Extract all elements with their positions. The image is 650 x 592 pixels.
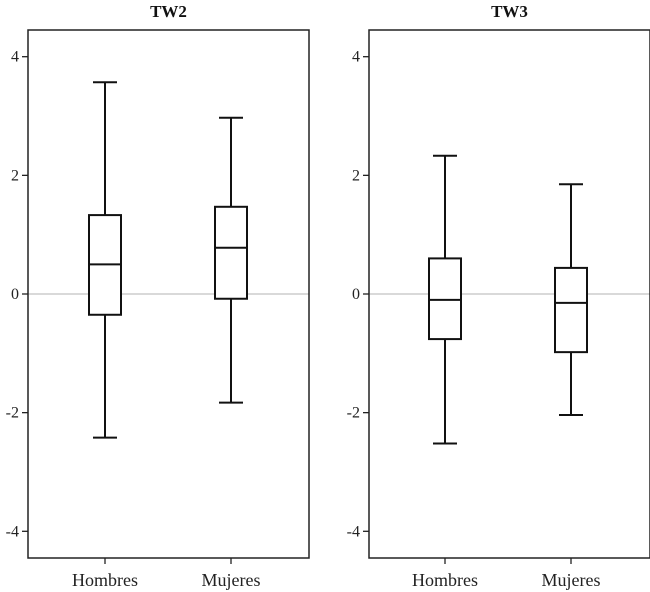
y-tick-label: 0 bbox=[352, 286, 360, 303]
panel-1: TW2 -4 -2 0 2 4 Hombres Mujeres bbox=[6, 2, 310, 590]
y-tick-label: -2 bbox=[6, 405, 19, 422]
box-mujeres bbox=[214, 116, 248, 404]
box-hombres bbox=[428, 154, 462, 445]
panel-title: TW3 bbox=[491, 2, 528, 21]
iqr-box bbox=[428, 257, 462, 341]
y-tick-label: 2 bbox=[352, 167, 360, 184]
box-mujeres bbox=[554, 183, 588, 417]
box-hombres bbox=[88, 81, 122, 439]
y-tick-label: 4 bbox=[352, 49, 360, 66]
y-tick-label: -4 bbox=[6, 523, 19, 540]
y-tick-label: 0 bbox=[11, 286, 19, 303]
iqr-box bbox=[214, 205, 248, 300]
y-tick-label: 2 bbox=[11, 167, 19, 184]
panel-title: TW2 bbox=[150, 2, 187, 21]
category-label: Hombres bbox=[412, 570, 478, 590]
category-label: Hombres bbox=[72, 570, 138, 590]
y-tick-label: 4 bbox=[11, 49, 19, 66]
category-label: Mujeres bbox=[542, 570, 601, 590]
iqr-box bbox=[554, 266, 588, 354]
y-tick-label: -4 bbox=[347, 523, 360, 540]
y-tick-label: -2 bbox=[347, 405, 360, 422]
panel-2: TW3 -4 -2 0 2 4 Hombres Mujeres bbox=[347, 2, 650, 590]
category-label: Mujeres bbox=[202, 570, 261, 590]
